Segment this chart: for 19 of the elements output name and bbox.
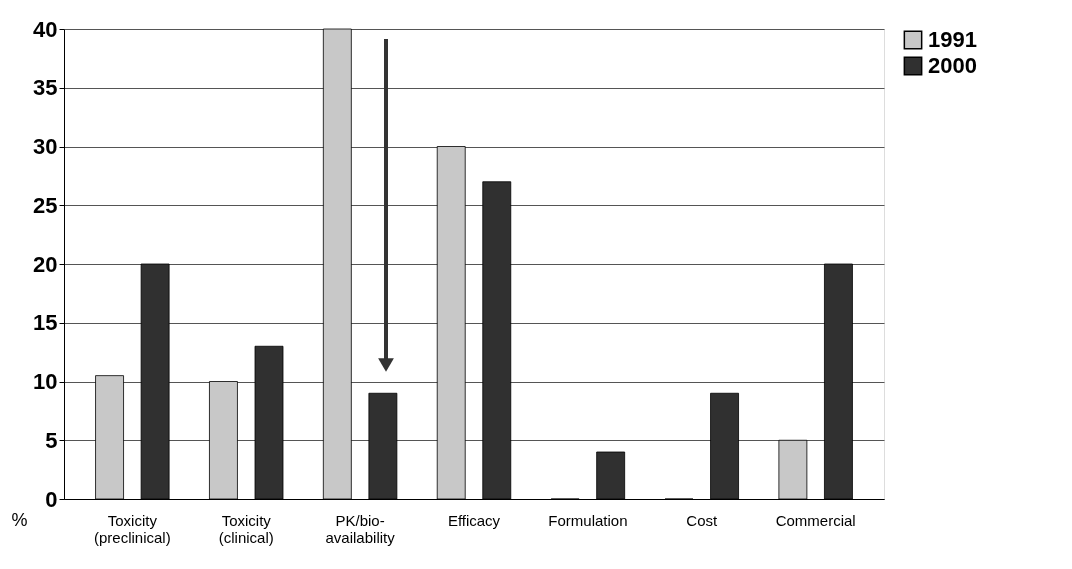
y-tick-label: 40 (33, 16, 58, 42)
legend-label: 1991 (928, 27, 977, 52)
y-tick-label: 35 (33, 75, 58, 101)
legend-label: 2000 (928, 53, 977, 78)
x-tick-label: Toxicity (preclinical) (93, 511, 171, 546)
y-tick-label: 5 (45, 427, 58, 453)
y-tick-label: 0 (45, 486, 58, 512)
y-tick-label: 15 (33, 310, 58, 336)
y-axis-title: % (11, 509, 28, 530)
x-tick-label: PK/bio-availability (325, 511, 396, 546)
y-tick-label: 10 (33, 369, 58, 394)
y-tick-label: 30 (33, 134, 58, 159)
x-tick-label: Toxicity (clinical) (218, 511, 274, 546)
x-tick-label: Formulation (548, 511, 628, 529)
x-tick-label: Efficacy (447, 511, 501, 529)
y-tick-label: 20 (33, 251, 58, 277)
y-tick-label: 25 (33, 192, 58, 218)
x-tick-label: Commercial (775, 511, 856, 529)
x-tick-label: Cost (686, 511, 719, 529)
